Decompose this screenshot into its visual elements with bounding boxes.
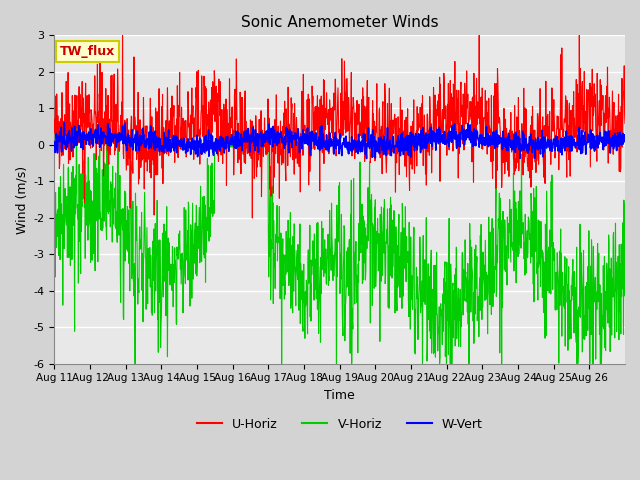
- U-Horiz: [376, 149, 384, 155]
- V-Horiz: [316, 290, 323, 296]
- V-Horiz: [131, 361, 139, 367]
- V-Horiz: [118, 217, 126, 223]
- V-Horiz: [51, 170, 58, 176]
- U-Horiz: [95, 117, 102, 122]
- V-Horiz: [73, 108, 81, 114]
- W-Vert: [95, 134, 103, 140]
- W-Vert: [305, 135, 312, 141]
- W-Vert: [118, 134, 126, 140]
- U-Horiz: [293, 160, 301, 166]
- W-Vert: [315, 134, 323, 140]
- W-Vert: [51, 139, 58, 144]
- Legend: U-Horiz, V-Horiz, W-Vert: U-Horiz, V-Horiz, W-Vert: [192, 413, 488, 436]
- U-Horiz: [305, 100, 313, 106]
- V-Horiz: [293, 271, 301, 277]
- Y-axis label: Wind (m/s): Wind (m/s): [15, 166, 28, 234]
- V-Horiz: [376, 338, 384, 344]
- Text: TW_flux: TW_flux: [60, 45, 115, 58]
- W-Vert: [621, 134, 629, 140]
- Line: U-Horiz: U-Horiz: [54, 36, 625, 218]
- V-Horiz: [305, 276, 313, 282]
- Line: V-Horiz: V-Horiz: [54, 111, 625, 364]
- U-Horiz: [118, 33, 126, 38]
- V-Horiz: [95, 216, 103, 222]
- U-Horiz: [248, 215, 256, 221]
- U-Horiz: [118, 99, 125, 105]
- Line: W-Vert: W-Vert: [54, 123, 625, 158]
- X-axis label: Time: Time: [324, 389, 355, 402]
- W-Vert: [293, 131, 301, 136]
- W-Vert: [376, 142, 384, 148]
- W-Vert: [60, 120, 68, 126]
- U-Horiz: [51, 117, 58, 122]
- W-Vert: [363, 156, 371, 161]
- U-Horiz: [316, 110, 323, 116]
- V-Horiz: [621, 278, 629, 284]
- Title: Sonic Anemometer Winds: Sonic Anemometer Winds: [241, 15, 438, 30]
- U-Horiz: [621, 120, 629, 126]
